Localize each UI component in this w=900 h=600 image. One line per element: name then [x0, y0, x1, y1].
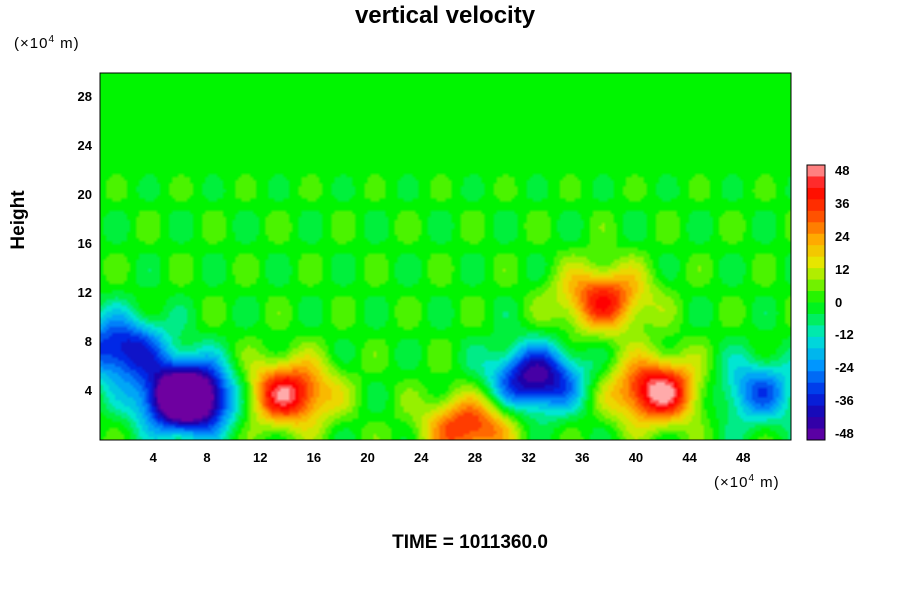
- colorbar-tick-label: 48: [835, 163, 850, 178]
- colorbar-band: [807, 348, 825, 361]
- x-tick-label: 20: [360, 450, 375, 465]
- colorbar-band: [807, 313, 825, 326]
- colorbar-band: [807, 210, 825, 223]
- y-tick-label: 24: [77, 138, 92, 154]
- colorbar-band: [807, 325, 825, 338]
- colorbar-tick-label: 36: [835, 195, 850, 211]
- y-tick-label: 4: [84, 383, 92, 399]
- colorbar-tick-label: 0: [835, 294, 843, 310]
- colorbar-band: [807, 382, 825, 395]
- x-tick-label: 4: [149, 450, 157, 465]
- chart-title: vertical velocity: [354, 2, 536, 29]
- colorbar-band: [807, 359, 825, 372]
- colorbar-band: [807, 405, 825, 418]
- colorbar-band: [807, 222, 825, 235]
- colorbar-band: [807, 302, 825, 315]
- colorbar-tick-label: -12: [835, 327, 854, 343]
- colorbar-band: [807, 268, 825, 281]
- x-tick-label: 16: [306, 450, 322, 465]
- x-tick-label: 24: [414, 450, 429, 465]
- y-axis-unit: (×104 m): [14, 34, 80, 52]
- y-tick-label: 16: [77, 236, 92, 252]
- colorbar-tick-label: 12: [835, 261, 850, 277]
- x-tick-label: 36: [575, 450, 590, 465]
- colorbar-tick-label: -36: [835, 393, 854, 409]
- x-tick-label: 12: [253, 450, 268, 465]
- plot-frame: [99, 72, 792, 441]
- y-tick-label: 8: [84, 334, 92, 350]
- colorbar-band: [807, 176, 825, 189]
- colorbar-band: [807, 187, 825, 200]
- colorbar-band: [807, 199, 825, 212]
- y-tick-label: 12: [77, 285, 92, 301]
- colorbar-band: [807, 417, 825, 430]
- colorbar-frame: [806, 164, 826, 441]
- colorbar-band: [807, 371, 825, 384]
- colorbar-tick-label: 24: [835, 228, 850, 244]
- x-tick-label: 28: [467, 450, 483, 465]
- colorbar-band: [807, 428, 825, 441]
- colorbar-band: [807, 256, 825, 269]
- y-tick-label: 28: [77, 89, 92, 105]
- x-tick-label: 32: [521, 450, 536, 465]
- x-axis-unit: (×104 m): [714, 473, 780, 491]
- colorbar-band: [807, 279, 825, 292]
- x-tick-label: 48: [736, 450, 751, 465]
- y-tick-label: 20: [77, 187, 92, 203]
- colorbar-band: [807, 245, 825, 258]
- colorbar-band: [807, 336, 825, 349]
- colorbar-tick-label: -24: [835, 360, 854, 376]
- colorbar-band: [807, 291, 825, 303]
- colorbar-band: [807, 233, 825, 246]
- x-tick-label: 40: [628, 450, 644, 465]
- colorbar-band: [807, 394, 825, 407]
- colorbar: [806, 164, 826, 441]
- time-label: TIME = 1011360.0: [392, 532, 548, 553]
- x-tick-label: 44: [682, 450, 697, 465]
- colorbar-band: [807, 165, 825, 177]
- x-tick-label: 8: [203, 450, 211, 465]
- colorbar-tick-label: -48: [835, 426, 854, 441]
- velocity-field: [100, 73, 791, 440]
- velocity-field-image: [100, 73, 791, 440]
